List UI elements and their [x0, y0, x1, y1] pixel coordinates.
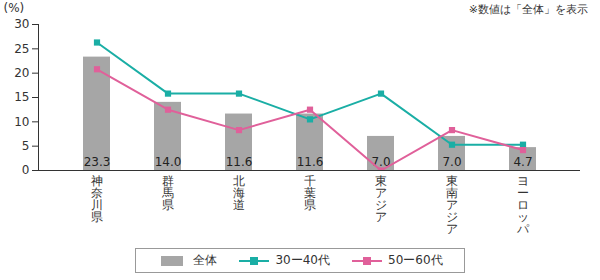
svg-text:千葉県: 千葉県 — [304, 174, 316, 212]
svg-text:14.0: 14.0 — [155, 155, 182, 169]
svg-text:10: 10 — [14, 115, 29, 129]
svg-text:20: 20 — [14, 66, 29, 80]
svg-text:東南アジア: 東南アジア — [446, 174, 458, 236]
svg-text:(%): (%) — [4, 1, 25, 15]
svg-text:11.6: 11.6 — [297, 155, 324, 169]
html-text:※数値は「全体」を表示: ※数値は「全体」を表示 — [468, 3, 588, 16]
svg-text:ヨーロッパ: ヨーロッパ — [516, 174, 530, 236]
html-text:全体: 全体 — [193, 253, 218, 267]
svg-text:0: 0 — [22, 163, 30, 177]
svg-text:11.6: 11.6 — [226, 155, 253, 169]
svg-text:15: 15 — [14, 90, 29, 104]
svg-text:30: 30 — [14, 17, 29, 31]
svg-text:群馬県: 群馬県 — [161, 174, 174, 212]
html-text:30ー40代: 30ー40代 — [275, 253, 330, 267]
svg-text:23.3: 23.3 — [84, 155, 111, 169]
html-text:50ー60代: 50ー60代 — [388, 253, 443, 267]
svg-text:7.0: 7.0 — [371, 155, 391, 170]
svg-text:7.0: 7.0 — [442, 155, 461, 169]
svg-text:25: 25 — [14, 42, 29, 56]
svg-text:5: 5 — [22, 139, 30, 153]
svg-text:東アジア: 東アジア — [375, 174, 387, 224]
svg-text:神奈川県: 神奈川県 — [91, 174, 103, 224]
svg-text:北海道: 北海道 — [233, 174, 245, 212]
svg-text:4.7: 4.7 — [513, 155, 532, 169]
